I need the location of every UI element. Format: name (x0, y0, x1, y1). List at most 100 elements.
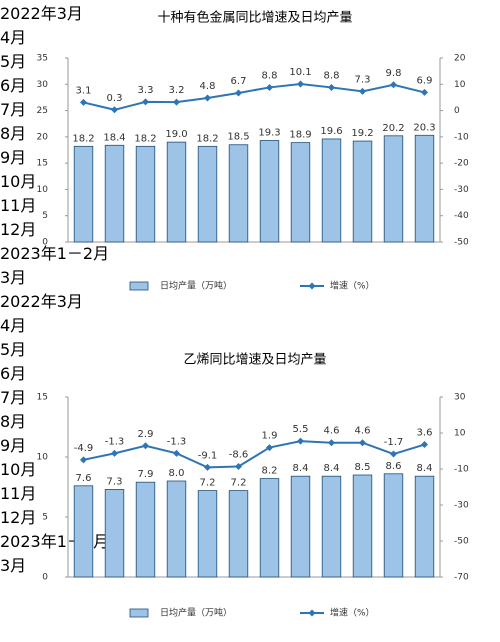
legend-label: 日均产量（万吨） (160, 607, 232, 619)
line-value-label: 4.6 (355, 426, 371, 437)
y2-tick-label: -30 (454, 185, 469, 195)
line-value-label: 3.1 (76, 85, 92, 96)
bar (104, 488, 125, 578)
line-marker (173, 449, 180, 457)
line-marker (142, 442, 149, 450)
y-tick-label: 0 (42, 238, 48, 248)
bar-value-label: 18.2 (72, 133, 94, 144)
bar (290, 142, 311, 243)
bar (73, 485, 94, 578)
y2-tick-label: -40 (454, 211, 469, 221)
y-tick-label: 15 (37, 159, 48, 169)
bar-value-label: 20.3 (413, 122, 435, 133)
y2-tick-label: -70 (454, 573, 469, 583)
line-marker (235, 89, 242, 97)
bar (290, 475, 311, 578)
bar (73, 145, 94, 243)
line-marker (390, 450, 397, 458)
bar (228, 144, 249, 243)
y2-tick-label: -20 (454, 159, 469, 169)
x-tick-label: 9月 (0, 436, 27, 455)
bar-value-label: 18.5 (227, 132, 249, 143)
x-tick-label: 10月 (0, 460, 37, 479)
line-value-label: 6.9 (417, 75, 433, 86)
line-marker (235, 462, 242, 470)
y-tick-label: 25 (37, 106, 48, 116)
bar-value-label: 18.2 (196, 133, 218, 144)
line-marker (328, 83, 335, 91)
line-value-label: 4.8 (200, 81, 216, 92)
line-marker (359, 439, 366, 447)
line-value-label: 9.8 (386, 68, 402, 79)
bar (414, 134, 435, 243)
line-value-label: 5.5 (293, 424, 309, 435)
bar-value-label: 7.6 (76, 473, 92, 484)
bar (104, 144, 125, 243)
line-value-label: -1.3 (105, 436, 125, 447)
line-marker (266, 444, 273, 452)
y2-tick-label: -30 (454, 501, 469, 511)
line-marker (173, 98, 180, 106)
bar-value-label: 8.5 (355, 462, 371, 473)
legend-swatch (129, 281, 149, 291)
chart-title: 十种有色金属同比增速及日均产量 (157, 10, 352, 26)
x-tick-label: 5月 (0, 340, 27, 359)
bar (352, 140, 373, 243)
y2-tick-label: -50 (454, 238, 469, 248)
line-marker (359, 87, 366, 95)
bar (259, 140, 280, 243)
line-value-label: 3.2 (169, 85, 185, 96)
line-value-label: -9.1 (198, 450, 218, 461)
bar-value-label: 7.9 (138, 469, 154, 480)
x-tick-label: 7月 (0, 100, 27, 119)
bar (135, 481, 156, 578)
legend-label: 增速（%） (330, 280, 375, 292)
line-marker (297, 80, 304, 88)
line-marker (328, 439, 335, 447)
line (83, 440, 425, 469)
line-value-label: 7.3 (355, 74, 371, 85)
x-tick-label: 2023年1－2月 (0, 244, 110, 263)
line-value-label: 8.8 (324, 70, 340, 81)
bar-value-label: 18.9 (289, 130, 311, 141)
y2-tick-label: -10 (454, 132, 469, 142)
x-tick-label: 8月 (0, 412, 27, 431)
x-tick-label: 12月 (0, 220, 37, 239)
line-marker (142, 98, 149, 106)
y-tick-label: 15 (37, 393, 48, 403)
bar-value-label: 19.3 (258, 128, 280, 139)
bar (321, 138, 342, 243)
y-tick-label: 20 (37, 132, 49, 142)
bar-value-label: 8.4 (293, 463, 309, 474)
line-value-label: 2.9 (138, 429, 154, 440)
line-value-label: -1.3 (167, 436, 187, 447)
y-tick-label: 10 (37, 453, 49, 463)
x-tick-label: 3月 (0, 556, 27, 575)
bar-value-label: 19.2 (351, 128, 373, 139)
y2-tick-label: 30 (454, 393, 466, 403)
y2-tick-label: 0 (454, 106, 460, 116)
line-marker (266, 83, 273, 91)
bar-value-label: 7.3 (107, 476, 123, 487)
line-value-label: -8.6 (229, 449, 249, 460)
x-tick-label: 7月 (0, 388, 27, 407)
bar (197, 145, 218, 243)
line-marker (111, 106, 118, 114)
bar (352, 474, 373, 578)
line-marker (80, 98, 87, 106)
line-value-label: 3.3 (138, 85, 154, 96)
bar-value-label: 18.2 (134, 133, 156, 144)
y-tick-label: 0 (42, 573, 48, 583)
bar (383, 473, 404, 578)
bar-value-label: 20.2 (382, 123, 404, 134)
x-tick-label: 4月 (0, 28, 27, 47)
x-tick-label: 2022年3月 (0, 292, 83, 311)
bar-value-label: 18.4 (103, 132, 125, 143)
y-tick-label: 10 (37, 185, 49, 195)
line-value-label: 6.7 (231, 76, 247, 87)
line-marker (390, 81, 397, 89)
x-tick-label: 5月 (0, 52, 27, 71)
x-tick-label: 11月 (0, 484, 37, 503)
